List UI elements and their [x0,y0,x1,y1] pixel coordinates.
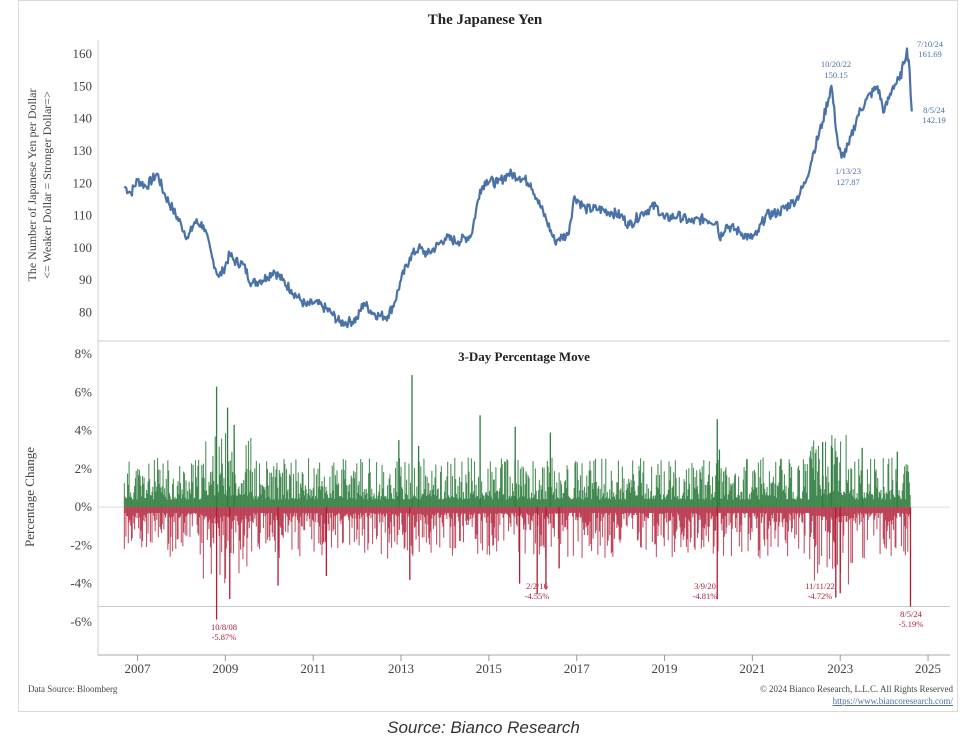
copyright-block: © 2024 Bianco Research, L.L.C. All Right… [760,684,953,706]
annotation-value: -4.81% [693,591,718,601]
annotation-value: -4.72% [808,591,833,601]
annotation-value: 150.15 [824,70,847,80]
annotation-date: 7/10/24 [917,39,944,49]
bottom-y-tick-label: -4% [70,576,92,591]
yen-charts: The Japanese Yen 80 90 100 110 120 130 140 150 16… [22,12,950,676]
website-link[interactable]: https://www.biancoresearch.com/ [832,696,953,706]
bottom-y-tick-label: 8% [75,346,93,361]
data-source-note: Data Source: Bloomberg [28,684,118,694]
bottom-y-tick-label: -2% [70,537,92,552]
x-tick-label: 2019 [652,661,678,676]
annotation-value: -4.55% [525,591,550,601]
x-tick-label: 2007 [125,661,152,676]
yen-price-line [123,47,913,329]
x-tick-label: 2015 [476,661,502,676]
top-y-tick-label: 90 [79,272,92,287]
x-tick-label: 2009 [212,661,238,676]
annotation-date: 10/20/22 [821,59,851,69]
annotation-value: 142.19 [922,115,945,125]
bottom-y-tick-label: 6% [75,384,93,399]
top-y-axis-sublabel: <= Weaker Dollar = Stronger Dollar=> [40,91,54,279]
copyright-text: © 2024 Bianco Research, L.L.C. All Right… [759,684,953,694]
annotation-date: 8/5/24 [923,105,945,115]
bottom-y-tick-label: -6% [70,614,92,629]
bottom-y-tick-label: 4% [75,423,93,438]
annotation-date: 2/2/16 [526,581,548,591]
annotation-date: 3/9/20 [694,581,716,591]
annotation-date: 1/13/23 [835,166,861,176]
annotation-date: 10/8/08 [211,622,237,632]
bottom-chart-title: 3-Day Percentage Move [458,349,590,364]
top-y-tick-label: 140 [73,111,93,126]
annotation-value: -5.87% [212,632,237,642]
chart-frame [18,0,958,712]
annotation-value: 161.69 [918,49,941,59]
x-tick-label: 2021 [739,661,765,676]
top-y-tick-label: 160 [73,46,93,61]
bottom-y-axis-label: Percentage Change [22,447,37,547]
x-tick-label: 2023 [827,661,853,676]
top-y-tick-label: 100 [73,240,93,255]
top-chart-title: The Japanese Yen [428,12,543,28]
annotation-value: -5.19% [899,619,924,629]
bottom-y-tick-label: 2% [75,461,93,476]
top-y-tick-label: 130 [73,143,93,158]
annotation-value: 127.87 [836,177,859,187]
x-tick-label: 2025 [915,661,941,676]
annotation-date: 11/11/22 [805,581,835,591]
top-y-tick-label: 150 [73,78,93,93]
bottom-y-tick-label: 0% [75,499,93,514]
x-tick-label: 2011 [300,661,326,676]
x-tick-label: 2017 [564,661,591,676]
top-y-tick-label: 110 [73,208,92,223]
top-y-tick-label: 80 [79,305,92,320]
top-y-axis-label: The Number of Japanese Yen per Dollar [25,89,39,282]
x-tick-label: 2013 [388,661,414,676]
top-y-tick-label: 120 [73,175,93,190]
figure-caption: Source: Bianco Research [387,718,580,737]
annotation-date: 8/5/24 [900,609,922,619]
